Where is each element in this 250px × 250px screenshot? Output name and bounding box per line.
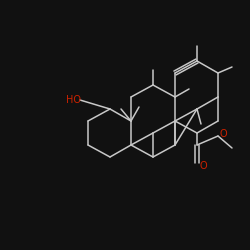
Text: O: O <box>199 161 206 171</box>
Text: O: O <box>220 129 228 139</box>
Text: HO: HO <box>66 95 81 105</box>
